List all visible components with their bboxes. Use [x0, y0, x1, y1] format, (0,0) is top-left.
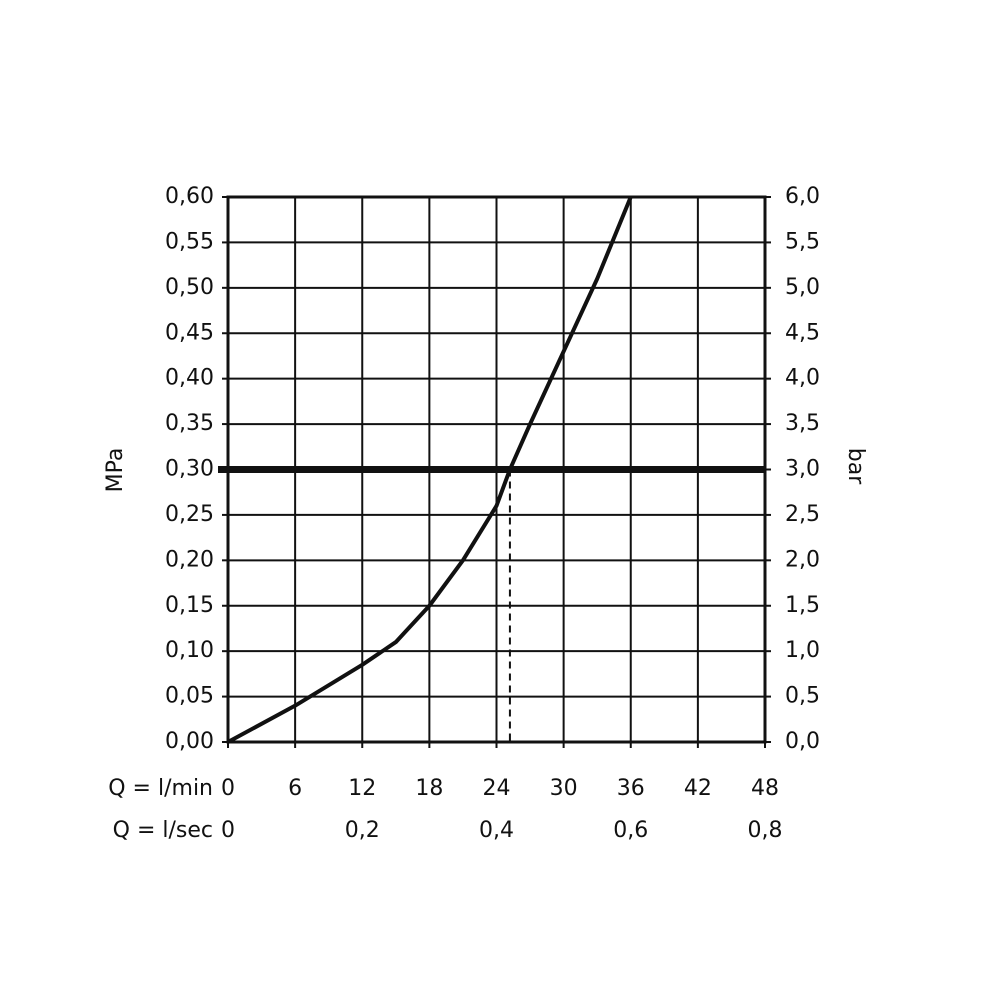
y-axis-label: MPa	[103, 448, 128, 493]
y-tick-label: 0,45	[165, 320, 214, 345]
y2-tick-label: 3,0	[785, 457, 820, 482]
curve	[227, 196, 633, 744]
y-tick-label: 0,40	[165, 366, 214, 391]
y2-tick-label: 4,5	[785, 320, 820, 345]
x2-tick-label: 0	[221, 818, 235, 843]
y-tick-label: 0,55	[165, 229, 214, 254]
x-tick-label: 42	[684, 776, 712, 801]
y2-tick-label: 6,0	[785, 184, 820, 209]
x-tick-label: 0	[221, 776, 235, 801]
x-tick-label: 12	[348, 776, 376, 801]
y2-tick-label: 1,0	[785, 638, 820, 663]
y2-axis-label: bar	[843, 448, 868, 485]
y2-tick-label: 5,5	[785, 229, 820, 254]
y-tick-label: 0,30	[165, 457, 214, 482]
y-tick-label: 0,60	[165, 184, 214, 209]
y2-tick-label: 0,5	[785, 684, 820, 709]
y-tick-label: 0,10	[165, 638, 214, 663]
y-tick-label: 0,05	[165, 684, 214, 709]
y-tick-label: 0,20	[165, 547, 214, 572]
x2-tick-label: 0,6	[613, 818, 648, 843]
x-tick-label: 24	[483, 776, 511, 801]
x-tick-label: 18	[415, 776, 443, 801]
x-tick-label: 6	[288, 776, 302, 801]
y-tick-label: 0,50	[165, 275, 214, 300]
x2-tick-label: 0,2	[345, 818, 380, 843]
x-tick-label: 30	[550, 776, 578, 801]
x2-tick-label: 0,8	[748, 818, 783, 843]
y-tick-label: 0,25	[165, 502, 214, 527]
x-tick-label: 48	[751, 776, 779, 801]
x2-axis-label: Q = l/sec	[113, 818, 213, 843]
y2-tick-label: 2,0	[785, 547, 820, 572]
y2-tick-label: 0,0	[785, 729, 820, 754]
y2-tick-label: 3,5	[785, 411, 820, 436]
y-tick-label: 0,00	[165, 729, 214, 754]
y2-tick-label: 5,0	[785, 275, 820, 300]
y2-tick-label: 4,0	[785, 366, 820, 391]
x-tick-label: 36	[617, 776, 645, 801]
y2-tick-label: 2,5	[785, 502, 820, 527]
x2-tick-label: 0,4	[479, 818, 514, 843]
x-axis-label: Q = l/min	[108, 776, 213, 801]
y-tick-label: 0,35	[165, 411, 214, 436]
y2-tick-label: 1,5	[785, 593, 820, 618]
y-tick-label: 0,15	[165, 593, 214, 618]
